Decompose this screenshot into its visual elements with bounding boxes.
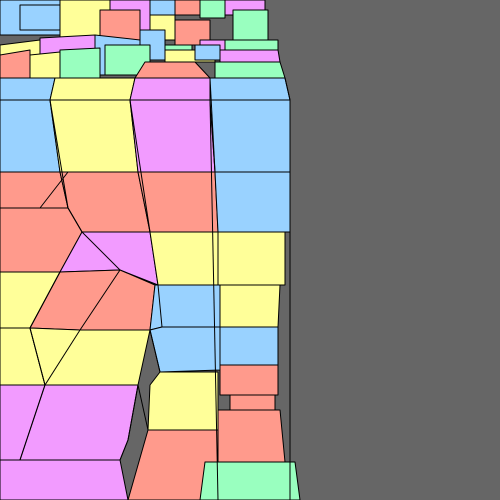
cube-face-pink xyxy=(217,409,286,463)
cube-edge xyxy=(81,231,121,271)
cube-face-green xyxy=(224,39,279,51)
cube-face-pink xyxy=(0,49,31,81)
cube-face-pink xyxy=(229,394,276,411)
voxel-cube-faces xyxy=(0,0,301,500)
cube-face-yellow xyxy=(147,371,219,431)
cube-face-blue xyxy=(149,326,221,373)
cube-face-blue xyxy=(209,77,291,101)
cube-face-pink xyxy=(174,0,201,16)
cube-face-yellow xyxy=(29,327,151,386)
cube-face-yellow xyxy=(219,284,281,328)
cube-edge xyxy=(119,439,129,461)
cube-face-yellow xyxy=(49,77,136,101)
cube-edge xyxy=(29,327,46,386)
cube-edge xyxy=(209,77,216,173)
cube-face-pink xyxy=(137,171,219,233)
cube-face-pink xyxy=(219,364,279,396)
cube-edge xyxy=(284,77,291,101)
cube-face-yellow xyxy=(217,231,286,286)
cube-edge xyxy=(137,384,149,431)
cube-face-green xyxy=(214,61,286,79)
cube-edge xyxy=(49,99,69,209)
cube-face-blue xyxy=(0,77,56,101)
cube-face-purple xyxy=(0,459,129,500)
cube-face-green xyxy=(199,0,226,19)
cube-face-purple xyxy=(129,77,211,101)
cube-edge xyxy=(79,269,121,331)
cube-face-blue xyxy=(214,171,291,233)
cube-face-green xyxy=(199,461,301,500)
cube-edge xyxy=(44,329,81,386)
cube-edge xyxy=(129,99,151,233)
cube-edge xyxy=(19,384,46,461)
cube-face-yellow xyxy=(149,231,219,286)
cube-face-blue xyxy=(219,326,279,366)
cube-face-yellow xyxy=(29,51,61,81)
cube-edge xyxy=(157,284,163,328)
cube-face-blue xyxy=(194,44,221,61)
cube-edge xyxy=(67,207,83,233)
cube-edge xyxy=(29,271,61,329)
cube-edge xyxy=(127,384,139,441)
cube-face-green xyxy=(232,9,269,41)
cube-face-green xyxy=(59,47,101,79)
cube-face-purple xyxy=(129,99,216,173)
cube-face-pink xyxy=(0,171,69,209)
cube-face-pink xyxy=(127,429,219,500)
cube-edge xyxy=(149,329,161,373)
cube-face-blue xyxy=(19,4,61,31)
cube-face-purple xyxy=(219,49,281,63)
cube-edge xyxy=(209,99,219,500)
cube-face-blue xyxy=(209,99,291,173)
cube-face-yellow xyxy=(49,99,139,173)
